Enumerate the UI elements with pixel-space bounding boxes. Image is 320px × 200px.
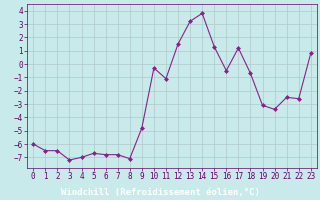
Text: Windchill (Refroidissement éolien,°C): Windchill (Refroidissement éolien,°C) [60,188,260,197]
